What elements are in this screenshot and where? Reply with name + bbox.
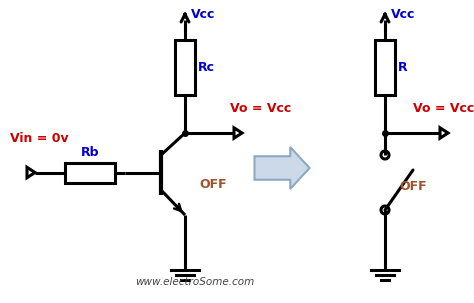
Polygon shape <box>255 147 310 189</box>
Bar <box>175 40 195 95</box>
Text: OFF: OFF <box>399 181 427 194</box>
Text: Vin = 0v: Vin = 0v <box>10 132 69 145</box>
Text: Rc: Rc <box>198 61 215 74</box>
Text: Vo = Vcc: Vo = Vcc <box>230 102 291 115</box>
Text: R: R <box>398 61 408 74</box>
Bar <box>375 40 395 95</box>
Text: www.electroSome.com: www.electroSome.com <box>136 277 255 287</box>
Text: Vcc: Vcc <box>391 8 415 21</box>
Bar <box>65 162 115 182</box>
Text: Vcc: Vcc <box>191 8 215 21</box>
Text: OFF: OFF <box>199 178 227 191</box>
Text: Rb: Rb <box>81 146 99 159</box>
Text: Vo = Vcc: Vo = Vcc <box>413 102 474 115</box>
